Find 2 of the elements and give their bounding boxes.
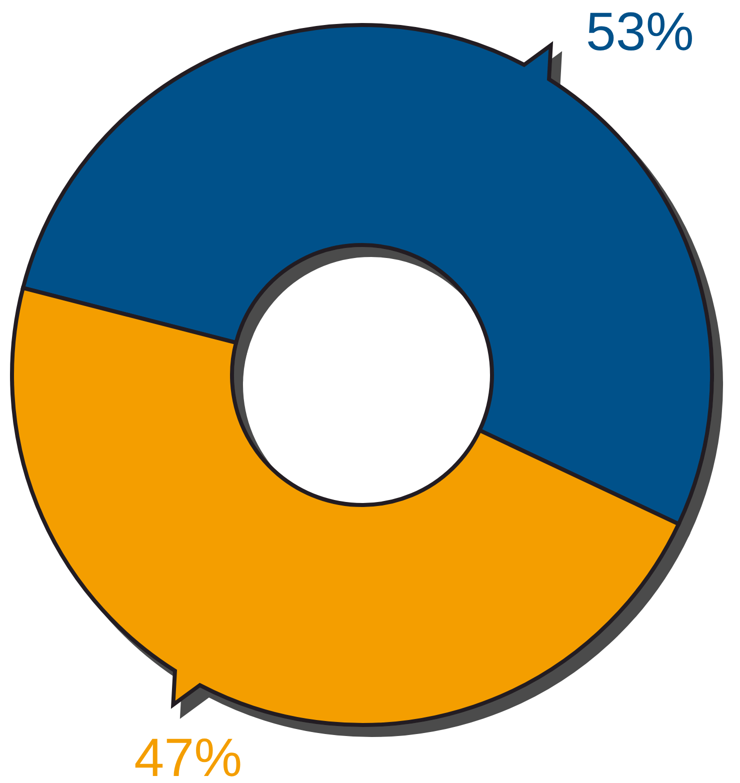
data-label: 47% [134, 728, 242, 783]
data-label: 53% [586, 2, 694, 62]
